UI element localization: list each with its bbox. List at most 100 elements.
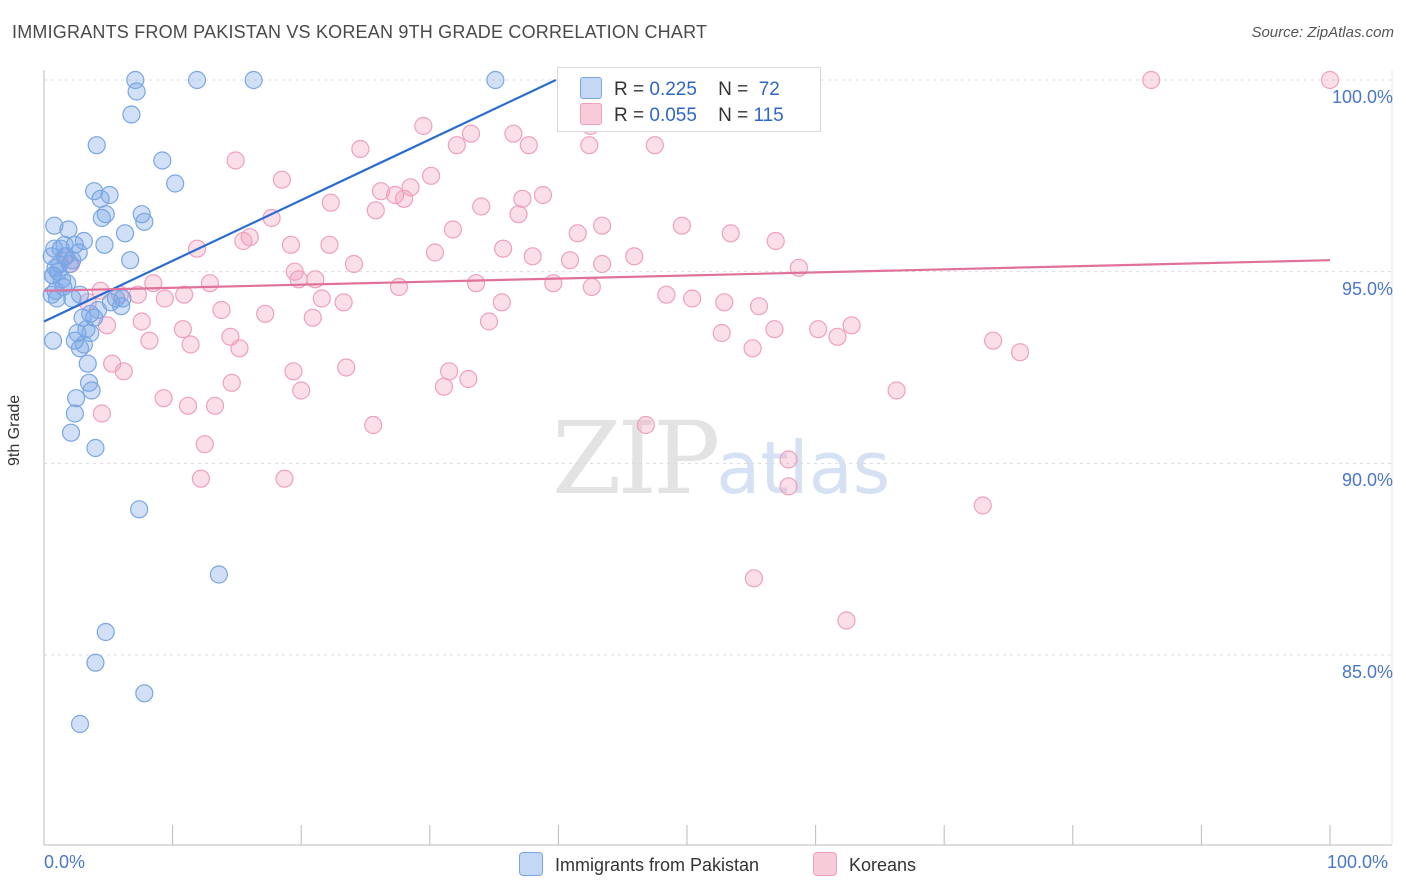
korean-point [281, 235, 301, 254]
korean-point [154, 389, 173, 408]
legend-n-label: N = [718, 105, 749, 126]
pakistan-point [70, 339, 90, 358]
korean-point [479, 312, 499, 331]
korean-point [240, 228, 259, 247]
korean-point [593, 216, 612, 235]
korean-point [443, 220, 463, 239]
pakistan-point [78, 354, 97, 373]
pakistan-point [92, 208, 111, 228]
y-tick-label: 100.0% [1331, 87, 1393, 107]
korean-point [533, 185, 553, 205]
korean-point [721, 224, 740, 243]
korean-point [256, 304, 275, 323]
korean-point [523, 247, 542, 266]
korean-point [334, 293, 353, 312]
korean-point [749, 297, 769, 316]
legend-n-label: N = [718, 79, 749, 100]
korean-point [509, 205, 528, 224]
korean-point [337, 358, 356, 377]
korean-point [657, 285, 676, 304]
korean-point [230, 339, 249, 358]
korean-point [447, 136, 466, 155]
korean-point [1320, 70, 1340, 90]
correlation-legend: R = 0.225 N = 72 R = 0.055 N = 115 [557, 67, 821, 132]
legend-row-koreans: R = 0.055 N = 115 [580, 103, 784, 127]
legend-swatch-pakistan [580, 77, 602, 99]
korean-point [421, 166, 441, 185]
korean-point [364, 415, 383, 435]
korean-point [504, 124, 523, 143]
korean-point [466, 274, 486, 293]
pakistan-point [86, 653, 105, 672]
korean-point [439, 362, 459, 381]
korean-point [645, 136, 664, 155]
korean-point [205, 396, 225, 415]
korean-point [837, 611, 856, 630]
korean-point [672, 216, 691, 235]
pakistan-point [121, 251, 140, 270]
bottom-legend-pakistan: Immigrants from Pakistan [519, 852, 759, 876]
korean-point [173, 320, 192, 339]
pakistan-point [87, 136, 106, 155]
trend-lines [43, 79, 1331, 323]
pakistan-point [74, 231, 93, 251]
korean-point [212, 300, 231, 320]
korean-point [461, 124, 481, 143]
y-tick-label: 90.0% [1341, 470, 1393, 491]
y-tick-label: 95.0% [1341, 278, 1393, 299]
korean-point [389, 277, 409, 297]
pakistan-point [112, 297, 131, 316]
korean-point [292, 381, 311, 400]
pakistan-point [59, 220, 78, 239]
korean-point [140, 331, 159, 350]
pakistan-point [70, 714, 90, 734]
pakistan-point [88, 300, 108, 320]
pakistan-point [82, 381, 101, 400]
korean-point [715, 293, 734, 312]
koreans-trend-line [43, 259, 1331, 292]
x-tick-label-min: 0.0% [44, 852, 86, 872]
bottom-swatch-pakistan [519, 852, 543, 876]
pakistan-point [122, 105, 141, 124]
koreans-points [55, 70, 1340, 630]
pakistan-point [100, 185, 119, 205]
korean-point [320, 235, 339, 254]
pakistan-point [153, 151, 172, 170]
korean-point [582, 277, 601, 297]
korean-point [175, 285, 194, 304]
pakistan-point [95, 235, 114, 254]
bottom-legend-label-koreans: Koreans [849, 855, 917, 875]
korean-point [1142, 70, 1161, 90]
pakistan-point [187, 70, 207, 90]
pakistan-point [127, 82, 146, 101]
korean-point [983, 331, 1003, 350]
legend-r-value-pakistan: 0.225 [649, 79, 697, 100]
korean-point [401, 178, 420, 197]
korean-point [636, 415, 655, 435]
korean-point [195, 435, 214, 454]
pakistan-point [486, 70, 505, 90]
korean-point [178, 396, 198, 415]
pakistan-point [67, 389, 86, 408]
pakistan-point [135, 684, 154, 703]
korean-point [155, 289, 174, 308]
korean-point [351, 139, 370, 159]
watermark-zip: ZIP [552, 400, 720, 517]
korean-point [434, 377, 454, 396]
pakistan-point [126, 70, 145, 90]
pakistan-point [65, 404, 84, 423]
source-credit: Source: ZipAtlas.com [1251, 24, 1394, 41]
y-axis-title: 9th Grade [6, 394, 23, 466]
korean-point [743, 339, 762, 358]
watermark-atlas: atlas [716, 426, 891, 510]
pakistan-point [49, 262, 68, 281]
korean-point [284, 362, 303, 381]
pakistan-point [45, 216, 64, 235]
pakistan-point [244, 70, 263, 90]
korean-point [712, 323, 731, 343]
korean-point [766, 231, 785, 251]
pakistan-point [51, 239, 70, 258]
korean-point [779, 477, 798, 496]
korean-point [593, 254, 612, 274]
